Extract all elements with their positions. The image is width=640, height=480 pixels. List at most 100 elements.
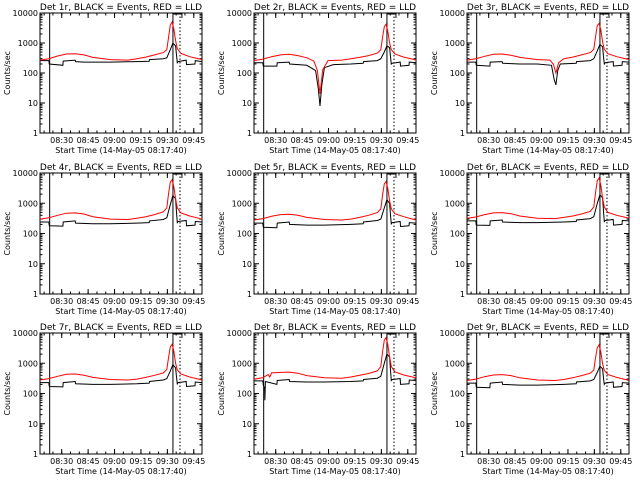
panel-7-xtick-label: 09:30 [156,457,179,466]
panel-1-xtick-label: 09:15 [129,136,152,145]
panel-3-ytick-label: 1000 [445,39,465,48]
panel-1-series-lld [40,20,202,61]
panel-5-frame [253,172,417,295]
panel-3-xtick-label: 08:45 [504,136,527,145]
panel-6-ylabel: Counts/sec [430,211,439,255]
panel-2-ylabel: Counts/sec [217,51,226,95]
panel-4-xtick-label: 09:00 [103,297,126,306]
panel-3-ylabel: Counts/sec [430,51,439,95]
panel-8-series-events [254,353,416,401]
panel-6-xtick-label: 08:45 [504,297,527,306]
panel-9-ytick-label: 1000 [445,359,465,368]
panel-5-series-lld [254,180,416,221]
panel-4-series-events [40,194,202,227]
panel-8-xlabel: Start Time (14-May-05 08:17:40) [269,467,400,476]
panel-4-ytick-label: 10 [28,260,38,269]
panel-1-xtick-label: 09:30 [156,136,179,145]
panel-3-xlabel: Start Time (14-May-05 08:17:40) [482,146,613,155]
panel-7-ytick-label: 1 [33,450,38,459]
panel-2-ytick-label: 100 [237,69,252,78]
panel-2-xtick-label: 09:45 [396,136,419,145]
panel-9-marker-bracket [599,333,610,338]
panel-2-xtick-label: 09:30 [370,136,393,145]
panel-5-xtick-label: 09:15 [343,297,366,306]
panel-3-xtick-label: 09:15 [556,136,579,145]
panel-6-frame [466,172,630,295]
panel-3-xtick-label: 09:30 [583,136,606,145]
panel-3-ytick-label: 100 [450,69,465,78]
panel-6-ytick-label: 10 [455,260,465,269]
panel-7-xtick-label: 08:30 [50,457,73,466]
panel-5-title: Det 5r, BLACK = Events, RED = LLD [254,163,416,173]
panel-4-xtick-label: 09:15 [129,297,152,306]
panel-3-xtick-label: 09:00 [530,136,553,145]
panel-9-ytick-label: 10000 [440,329,465,338]
panel-7-xtick-label: 09:00 [103,457,126,466]
panel-3-series-lld [467,22,629,75]
panel-8-xtick-label: 09:00 [317,457,340,466]
panel-1-frame [39,12,203,134]
panel-2-ytick-label: 10000 [227,9,252,18]
panel-4-xtick-label: 09:45 [182,297,205,306]
panel-9-xtick-label: 09:00 [530,457,553,466]
panel-4-xtick-label: 08:45 [77,297,100,306]
panel-6-xtick-label: 09:00 [530,297,553,306]
panel-4-frame [39,172,203,295]
panel-5-xlabel: Start Time (14-May-05 08:17:40) [269,307,400,316]
panel-6-xtick-label: 09:45 [609,297,632,306]
panel-8-series-lld [254,336,416,380]
panel-2-frame [253,12,417,134]
panel-9-series-lld [467,343,629,382]
panel-1-marker-bracket [172,13,183,18]
panel-2-ytick-label: 1 [247,129,252,138]
panel-5-xtick-label: 09:30 [370,297,393,306]
panel-5-xtick-label: 09:45 [396,297,419,306]
panel-1-xtick-label: 08:45 [77,136,100,145]
panel-3: Det 3r, BLACK = Events, RED = LLD 1 10 100 1… [430,3,632,155]
panel-7-ytick-label: 100 [23,390,38,399]
panel-4: Det 4r, BLACK = Events, RED = LLD 1 10 100 1… [3,163,205,316]
panel-1-ytick-label: 1 [33,129,38,138]
panel-1-ytick-label: 1000 [18,39,38,48]
panel-9-ytick-label: 1 [460,450,465,459]
panel-7-ytick-label: 10 [28,420,38,429]
panel-3-ytick-label: 10 [455,99,465,108]
panel-5-marker-bracket [386,173,397,178]
panel-2-xtick-label: 08:45 [291,136,314,145]
panel-4-xlabel: Start Time (14-May-05 08:17:40) [55,307,186,316]
panel-5-ylabel: Counts/sec [217,211,226,255]
panel-7-ytick-label: 1000 [18,359,38,368]
panel-8-ylabel: Counts/sec [217,371,226,415]
panel-1-xtick-label: 09:00 [103,136,126,145]
panel-2-xtick-label: 09:00 [317,136,340,145]
panel-4-ylabel: Counts/sec [3,211,12,255]
panel-1-ytick-label: 10 [28,99,38,108]
panel-6-xtick-label: 09:15 [556,297,579,306]
panel-8-xtick-label: 08:30 [264,457,287,466]
panel-9-xtick-label: 08:30 [477,457,500,466]
panel-4-marker-bracket [172,173,183,178]
panel-7-series-events [40,363,202,388]
panel-2: Det 2r, BLACK = Events, RED = LLD 1 10 100 1… [217,3,419,155]
panel-5-ytick-label: 1 [247,290,252,299]
panel-7-frame [39,332,203,455]
panel-6-ytick-label: 100 [450,230,465,239]
panel-8-title: Det 8r, BLACK = Events, RED = LLD [254,323,416,333]
panel-9-title: Det 9r, BLACK = Events, RED = LLD [467,323,629,333]
panel-8-xtick-label: 09:15 [343,457,366,466]
panel-9-ytick-label: 100 [450,390,465,399]
panel-9-ytick-label: 10 [455,420,465,429]
panel-6-ytick-label: 1 [460,290,465,299]
panel-3-ytick-label: 1 [460,129,465,138]
panel-1-xtick-label: 09:45 [182,136,205,145]
panel-5-xtick-label: 08:45 [291,297,314,306]
panel-8-ytick-label: 10 [242,420,252,429]
panel-8-xtick-label: 09:45 [396,457,419,466]
panel-6-xtick-label: 09:30 [583,297,606,306]
panel-9-xtick-label: 09:30 [583,457,606,466]
panel-8-xtick-label: 09:30 [370,457,393,466]
panel-3-frame [466,12,630,134]
panel-5-xtick-label: 09:00 [317,297,340,306]
panel-5-ytick-label: 1000 [232,199,252,208]
